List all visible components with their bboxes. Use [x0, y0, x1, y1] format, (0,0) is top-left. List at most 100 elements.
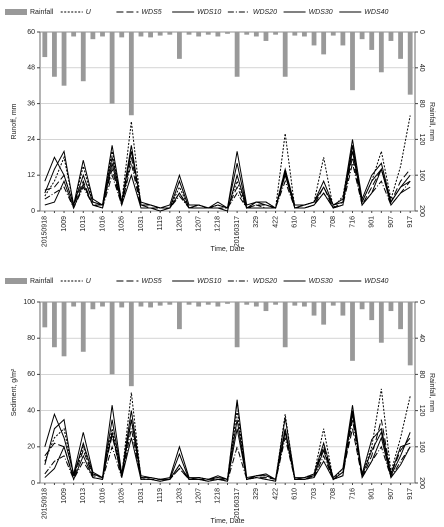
- x-tick-label: 907: [388, 216, 395, 228]
- rain-bar: [330, 302, 336, 306]
- x-tick-label: 708: [330, 216, 337, 228]
- y2-tick-label: 0: [418, 30, 425, 34]
- x-tick-label: 610: [292, 216, 299, 228]
- rain-bar: [138, 302, 144, 307]
- x-tick-label: 1026: [119, 216, 126, 232]
- rain-bar: [388, 32, 394, 41]
- y2-tick-label: 120: [418, 405, 425, 417]
- series-line: [44, 145, 411, 212]
- y2-tick-label: 160: [418, 169, 425, 181]
- rain-bar: [263, 32, 269, 41]
- legend-label: WDS30: [309, 278, 333, 285]
- rain-bar: [215, 302, 221, 307]
- y2-tick-label: 160: [418, 441, 425, 453]
- rain-bar: [350, 302, 355, 361]
- rain-bar: [225, 302, 230, 304]
- y2-tick-label: 40: [418, 334, 425, 342]
- rain-bar: [186, 302, 192, 305]
- rain-bar: [225, 32, 230, 34]
- y-tick-label: 80: [27, 335, 35, 342]
- legend-label: WDS40: [364, 278, 388, 285]
- rain-bar: [273, 32, 278, 35]
- y-tick-label: 0: [31, 208, 35, 215]
- rain-bar: [205, 32, 211, 35]
- series-line: [44, 410, 411, 482]
- x-tick-label: 20150918: [42, 216, 49, 247]
- rain-bar: [138, 32, 144, 37]
- rain-bar: [330, 32, 336, 36]
- rain-bar: [282, 32, 288, 77]
- x-tick-label: 917: [407, 216, 414, 228]
- rain-bar: [388, 302, 394, 312]
- x-tick-label: 1013: [80, 488, 87, 504]
- legend-label: Rainfall: [30, 278, 54, 285]
- y-tick-label: 60: [27, 29, 35, 36]
- y-tick-label: 48: [27, 65, 35, 72]
- x-tick-label: 329: [253, 216, 260, 228]
- rain-bar: [167, 302, 173, 305]
- rain-bar: [407, 32, 413, 95]
- rain-bar: [61, 32, 67, 86]
- y2-tick-label: 40: [418, 64, 425, 72]
- x-tick-label: 716: [349, 488, 356, 500]
- x-tick-label: 1016: [99, 216, 106, 232]
- rain-bar: [359, 32, 365, 40]
- rain-bar: [157, 32, 163, 36]
- rain-bar: [253, 302, 259, 307]
- rain-bar: [350, 32, 355, 91]
- rain-bar: [263, 302, 269, 312]
- y-tick-label: 20: [27, 444, 35, 451]
- rain-bar: [321, 32, 327, 55]
- rain-bar: [273, 302, 278, 305]
- rain-bar: [378, 32, 384, 73]
- y-tick-label: 36: [27, 100, 35, 107]
- x-tick-label: 716: [349, 216, 356, 228]
- y-tick-label: 12: [27, 172, 35, 179]
- rain-bar: [90, 32, 96, 40]
- x-tick-label: 1031: [138, 216, 145, 232]
- x-tick-label: 1026: [119, 488, 126, 504]
- rain-bar: [292, 32, 298, 36]
- rain-bar: [71, 32, 77, 37]
- rain-bar: [196, 302, 202, 307]
- y-tick-label: 100: [23, 299, 35, 306]
- legend-swatch: [5, 9, 27, 15]
- y2-axis-title: Rainfall, mm: [428, 102, 435, 141]
- y-axis-title: Sediment, g/m²: [11, 368, 18, 416]
- rain-bar: [369, 32, 375, 50]
- rain-bar: [253, 32, 259, 37]
- rain-bar: [52, 32, 57, 77]
- legend-label: WDS30: [309, 9, 333, 16]
- rain-bar: [244, 302, 250, 305]
- x-tick-label: 1009: [61, 216, 68, 232]
- x-tick-label: 20150918: [42, 488, 49, 519]
- rain-bar: [340, 32, 346, 46]
- x-tick-label: 20160317: [234, 216, 241, 247]
- rain-bar: [80, 302, 86, 352]
- rain-bar: [282, 302, 288, 348]
- x-tick-label: 1218: [215, 216, 222, 232]
- x-tick-label: 708: [330, 488, 337, 500]
- rain-bar: [52, 302, 57, 348]
- y2-tick-label: 200: [418, 205, 425, 217]
- x-tick-label: 20160317: [234, 488, 241, 519]
- series-line: [44, 401, 411, 481]
- x-tick-label: 703: [311, 488, 318, 500]
- x-tick-label: 1119: [157, 488, 164, 503]
- y2-tick-label: 120: [418, 134, 425, 146]
- rain-bar: [42, 32, 48, 58]
- rain-bar: [177, 302, 182, 330]
- rain-bar: [244, 32, 250, 35]
- rain-bar: [186, 32, 192, 35]
- rain-bar: [398, 32, 403, 59]
- rain-bar: [177, 32, 182, 59]
- x-axis-title: Time, Date: [211, 246, 245, 253]
- rain-bar: [61, 302, 67, 357]
- legend-label: WDS20: [253, 9, 277, 16]
- x-tick-label: 1218: [215, 488, 222, 504]
- y2-tick-label: 80: [418, 100, 425, 108]
- x-tick-label: 422: [272, 488, 279, 500]
- x-tick-label: 1203: [176, 488, 183, 504]
- rain-bar: [128, 302, 134, 387]
- rain-bar: [234, 32, 240, 77]
